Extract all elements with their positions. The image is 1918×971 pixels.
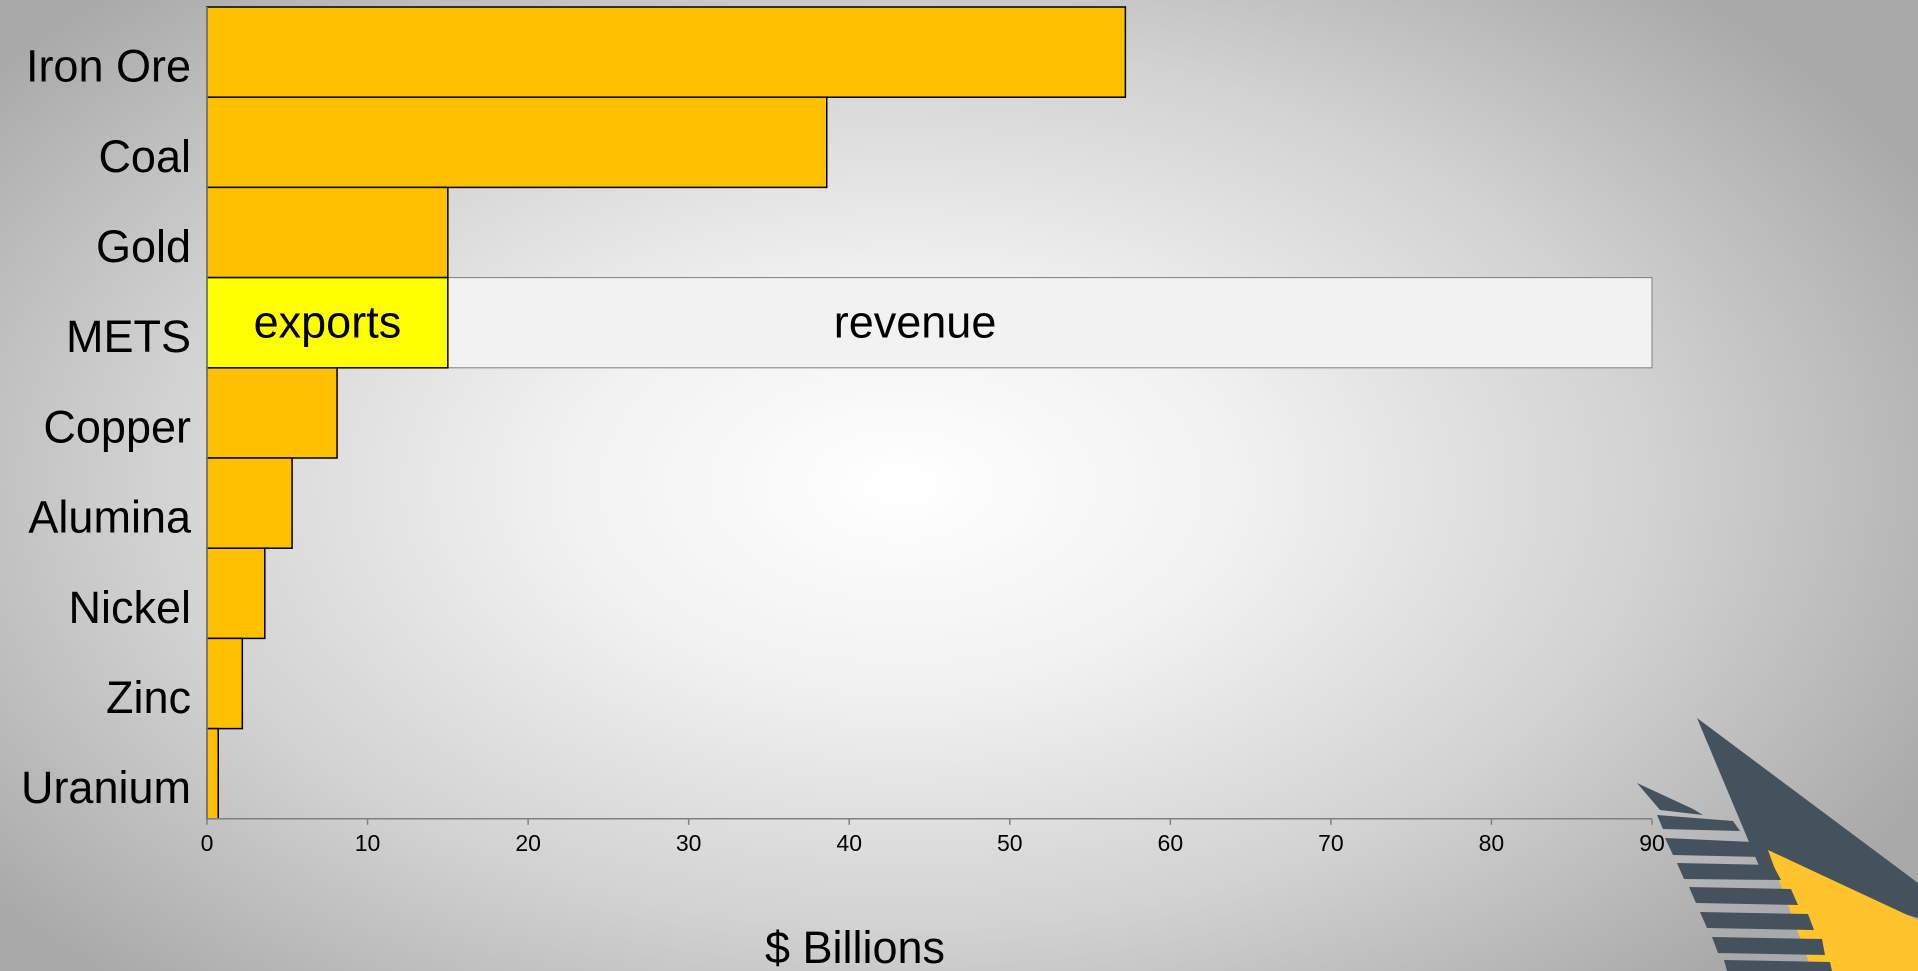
bar-zinc (206, 637, 244, 730)
x-axis: 0 10 20 30 40 50 60 70 80 90 (201, 7, 1665, 856)
x-tick-label: 0 (201, 830, 214, 856)
x-axis-title: $ Billions (765, 922, 945, 971)
logo-stripe (1700, 912, 1814, 930)
x-tick-label: 40 (836, 830, 862, 856)
category-label-iron-ore: Iron Ore (26, 41, 191, 92)
exports-label: exports (254, 297, 402, 348)
revenue-label: revenue (834, 297, 997, 348)
x-tick-label: 20 (515, 830, 541, 856)
logo-stripe (1677, 863, 1781, 880)
logo-stripe (1724, 960, 1832, 971)
bar-nickel (206, 547, 266, 640)
category-label-zinc: Zinc (106, 672, 191, 723)
bars-group (206, 6, 1127, 820)
category-label-nickel: Nickel (68, 582, 191, 633)
category-label-copper: Copper (43, 401, 191, 452)
bar-coal (206, 96, 828, 189)
logo-stripe (1657, 815, 1740, 831)
bar-iron-ore (206, 6, 1127, 98)
logo-stripe (1712, 937, 1825, 955)
x-tick-label: 90 (1639, 830, 1665, 856)
logo-stripe (1637, 783, 1703, 815)
category-labels: Iron Ore Coal Gold METS Copper Alumina Nickel Z… (21, 41, 192, 814)
category-label-uranium: Uranium (21, 762, 191, 813)
company-logo (1637, 718, 1918, 971)
x-tick-label: 50 (997, 830, 1023, 856)
x-tick-label: 60 (1158, 830, 1184, 856)
bar-gold (206, 186, 449, 279)
bar-copper (206, 367, 338, 459)
category-label-alumina: Alumina (28, 492, 192, 543)
bar-mets (206, 276, 449, 369)
x-tick-label: 80 (1479, 830, 1505, 856)
logo-dark-wing (1697, 718, 1918, 918)
logo-stripe (1689, 887, 1798, 905)
bar-uranium (206, 727, 219, 820)
logo-stripe (1665, 838, 1762, 857)
x-tick-label: 30 (676, 830, 702, 856)
category-label-coal: Coal (98, 131, 191, 182)
x-tick-label: 10 (355, 830, 381, 856)
bar-alumina (206, 457, 293, 549)
annotations-group: revenue exports (206, 276, 1653, 369)
x-tick-label: 70 (1318, 830, 1344, 856)
category-label-gold: Gold (96, 221, 191, 272)
category-label-mets: METS (66, 311, 191, 362)
